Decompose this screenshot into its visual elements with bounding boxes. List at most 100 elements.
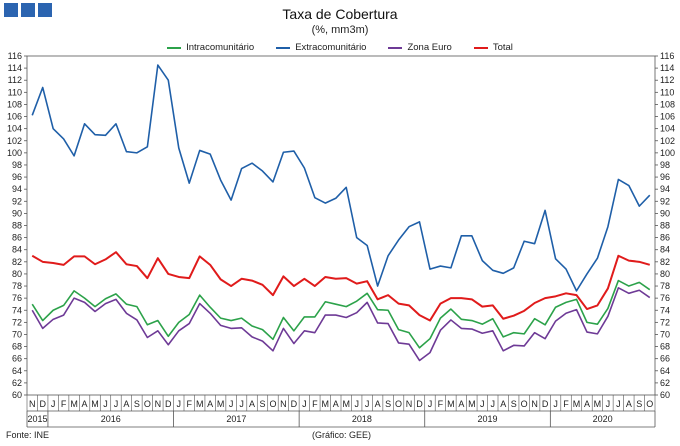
- y-tick-label-right: 112: [660, 75, 674, 85]
- x-tick-label: O: [269, 399, 276, 409]
- legend-swatch-zona-euro: [388, 46, 403, 49]
- y-tick-label-left: 100: [7, 148, 22, 158]
- x-tick-label: M: [342, 399, 350, 409]
- x-tick-label: A: [123, 399, 129, 409]
- y-tick-label-right: 68: [660, 342, 670, 352]
- x-tick-label: F: [186, 399, 192, 409]
- y-tick-label-right: 98: [660, 160, 670, 170]
- series-line-total: [31, 251, 651, 322]
- credit-note: (Gráfico: GEE): [312, 430, 372, 440]
- y-tick-label-right: 114: [660, 63, 674, 73]
- x-tick-label: O: [395, 399, 402, 409]
- x-tick-label: J: [103, 399, 108, 409]
- y-tick-label-right: 116: [660, 51, 674, 61]
- x-tick-label: J: [616, 399, 621, 409]
- x-tick-label: D: [291, 399, 298, 409]
- x-tick-label: O: [646, 399, 653, 409]
- x-tick-label: J: [229, 399, 234, 409]
- x-tick-label: A: [375, 399, 381, 409]
- y-tick-label-left: 68: [12, 342, 22, 352]
- x-tick-label: J: [177, 399, 182, 409]
- y-tick-label-left: 76: [12, 293, 22, 303]
- y-tick-label-right: 82: [660, 257, 670, 267]
- x-tick-label: M: [196, 399, 204, 409]
- y-tick-label-right: 72: [660, 317, 670, 327]
- y-tick-label-left: 72: [12, 317, 22, 327]
- x-tick-label: J: [606, 399, 611, 409]
- y-tick-label-right: 74: [660, 305, 670, 315]
- y-tick-label-right: 106: [660, 112, 675, 122]
- y-tick-label-left: 106: [7, 112, 22, 122]
- x-tick-label: A: [249, 399, 255, 409]
- x-tick-label: D: [39, 399, 46, 409]
- y-tick-label-right: 60: [660, 390, 670, 400]
- series-line-extracomunitario: [31, 64, 651, 292]
- x-tick-label: O: [521, 399, 528, 409]
- y-tick-label-left: 64: [12, 366, 22, 376]
- y-tick-label-left: 92: [12, 196, 22, 206]
- x-tick-label: J: [428, 399, 433, 409]
- x-tick-label: F: [438, 399, 444, 409]
- y-tick-label-left: 108: [7, 99, 22, 109]
- y-tick-label-left: 94: [12, 184, 22, 194]
- x-tick-label: J: [239, 399, 244, 409]
- year-label: 2019: [478, 414, 498, 424]
- x-tick-label: J: [114, 399, 119, 409]
- x-tick-label: A: [626, 399, 632, 409]
- y-tick-label-left: 62: [12, 378, 22, 388]
- y-tick-label-right: 66: [660, 354, 670, 364]
- x-tick-label: A: [333, 399, 339, 409]
- x-tick-label: M: [573, 399, 581, 409]
- legend-label-zona-euro: Zona Euro: [407, 42, 452, 53]
- legend-swatch-intracomunitario: [167, 46, 182, 49]
- x-tick-label: N: [531, 399, 538, 409]
- y-tick-label-left: 114: [8, 63, 22, 73]
- y-tick-label-left: 102: [7, 136, 22, 146]
- legend-item-extracomunitario: Extracomunitário: [276, 42, 366, 53]
- x-tick-label: J: [51, 399, 56, 409]
- year-label: 2017: [226, 414, 246, 424]
- x-tick-label: D: [165, 399, 172, 409]
- y-tick-label-left: 116: [8, 51, 22, 61]
- x-tick-label: A: [207, 399, 213, 409]
- x-tick-label: J: [354, 399, 359, 409]
- y-tick-label-left: 112: [8, 75, 22, 85]
- y-tick-label-right: 100: [660, 148, 675, 158]
- x-tick-label: F: [563, 399, 569, 409]
- y-tick-label-left: 82: [12, 257, 22, 267]
- y-tick-label-left: 104: [7, 124, 22, 134]
- x-tick-label: M: [322, 399, 330, 409]
- x-tick-label: S: [385, 399, 391, 409]
- legend-label-total: Total: [492, 42, 513, 53]
- x-tick-label: N: [406, 399, 413, 409]
- x-tick-label: O: [144, 399, 151, 409]
- legend-swatch-extracomunitario: [276, 46, 291, 49]
- series-line-zona-euro: [31, 287, 651, 362]
- y-tick-label-right: 86: [660, 233, 670, 243]
- y-tick-label-left: 98: [12, 160, 22, 170]
- x-tick-label: M: [70, 399, 78, 409]
- y-tick-label-right: 64: [660, 366, 670, 376]
- legend-item-intracomunitario: Intracomunitário: [167, 42, 254, 53]
- y-tick-label-right: 62: [660, 378, 670, 388]
- year-label: 2016: [101, 414, 121, 424]
- y-tick-label-left: 96: [12, 172, 22, 182]
- chart-subtitle: (%, mm3m): [311, 24, 369, 36]
- y-tick-label-left: 110: [8, 87, 22, 97]
- x-tick-label: J: [491, 399, 496, 409]
- y-tick-label-right: 78: [660, 281, 670, 291]
- x-tick-label: M: [217, 399, 225, 409]
- y-tick-label-left: 80: [12, 269, 22, 279]
- y-tick-label-left: 74: [12, 305, 22, 315]
- y-tick-label-right: 108: [660, 99, 675, 109]
- x-tick-label: J: [365, 399, 370, 409]
- x-tick-label: S: [511, 399, 517, 409]
- x-tick-label: A: [82, 399, 88, 409]
- y-tick-label-left: 66: [12, 354, 22, 364]
- x-tick-label: M: [447, 399, 455, 409]
- y-tick-label-right: 104: [660, 124, 675, 134]
- y-tick-label-right: 92: [660, 196, 670, 206]
- y-tick-label-right: 94: [660, 184, 670, 194]
- y-tick-label-left: 78: [12, 281, 22, 291]
